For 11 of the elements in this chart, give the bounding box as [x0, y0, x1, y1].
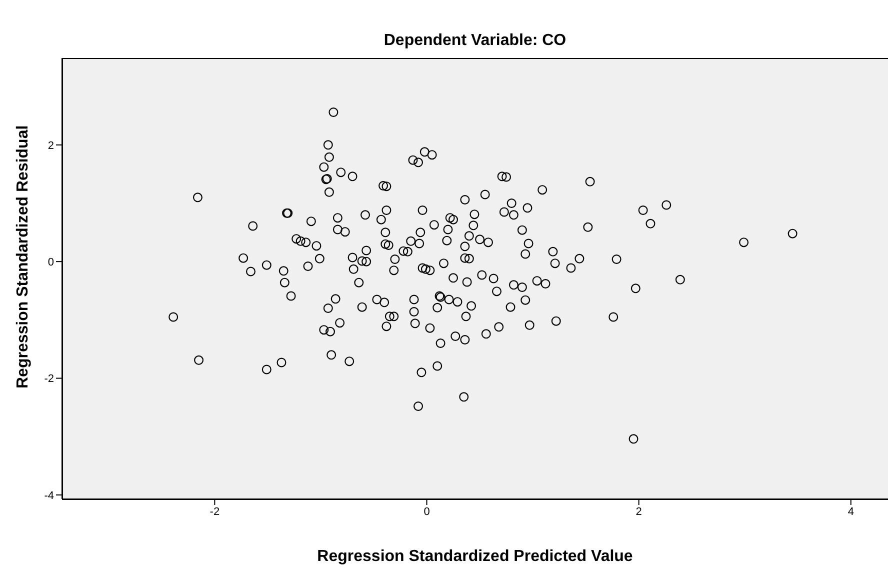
y-tick-label: 2 [48, 140, 54, 152]
chart-title: Dependent Variable: CO [382, 32, 568, 50]
x-tick-label: -2 [210, 506, 220, 518]
y-axis-title: Regression Standardized Residual [14, 125, 32, 388]
x-tick-label: 0 [424, 506, 430, 518]
y-tick-label: 0 [48, 256, 54, 268]
x-tick-label: 2 [636, 506, 642, 518]
y-tick-label: -4 [44, 490, 54, 502]
x-tick-label: 4 [848, 506, 854, 518]
x-axis-title: Regression Standardized Predicted Value [317, 548, 633, 565]
y-tick-label: -2 [44, 373, 54, 386]
